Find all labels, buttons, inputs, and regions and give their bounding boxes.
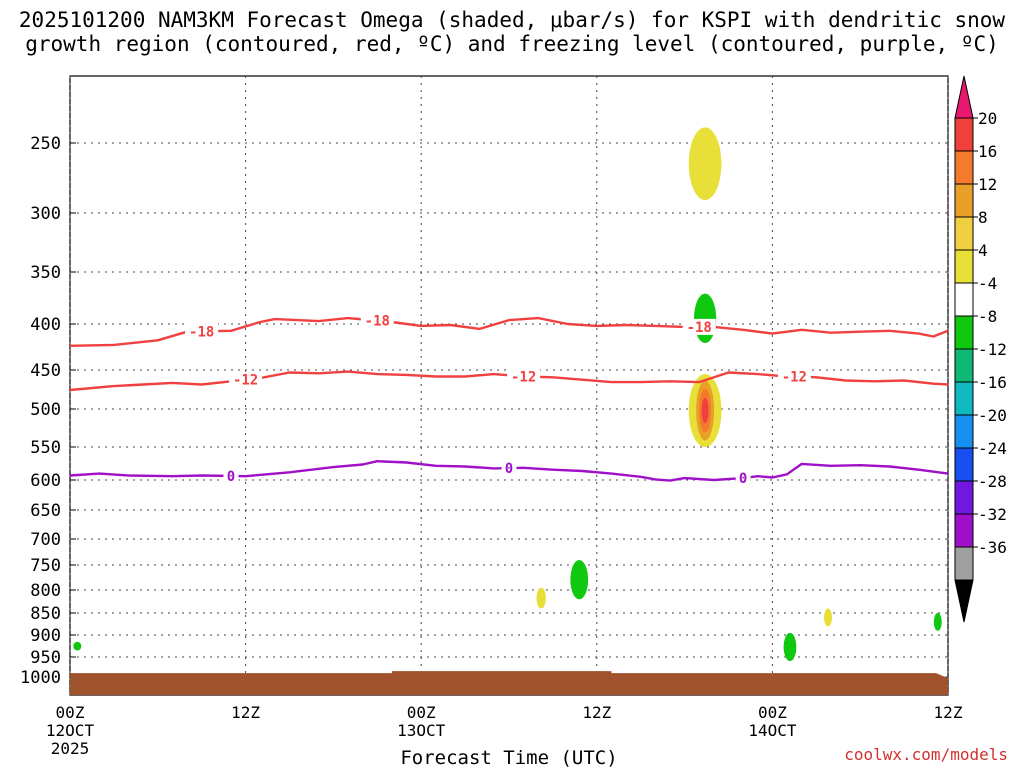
chart-title-line-2: growth region (contoured, red, ºC) and f… bbox=[25, 32, 999, 56]
x-tick-sublabel-2: 13OCT bbox=[397, 721, 446, 740]
contour-label-bg-0-1 bbox=[360, 312, 394, 329]
colorbar-label-13: -36 bbox=[978, 538, 1007, 557]
y-tick-label-700: 700 bbox=[30, 530, 61, 550]
x-tick-label-2: 00Z bbox=[407, 703, 436, 722]
contour-label-bg-1-2 bbox=[777, 368, 811, 385]
omega-region-8 bbox=[933, 613, 942, 631]
x-axis-label: Forecast Time (UTC) bbox=[400, 747, 617, 768]
colorbar-label-5: -4 bbox=[978, 274, 997, 293]
colorbar-label-7: -12 bbox=[978, 340, 1007, 359]
plot-frame bbox=[69, 75, 949, 696]
colorbar-segment-5 bbox=[954, 282, 974, 317]
omega-region-3 bbox=[570, 559, 589, 600]
colorbar-bottom-arrow bbox=[954, 579, 974, 623]
x-tick-label-3: 12Z bbox=[582, 703, 611, 722]
x-tick-label-1: 12Z bbox=[231, 703, 260, 722]
contour-label-2-0: 0 bbox=[227, 469, 235, 485]
colorbar-top-arrow bbox=[954, 75, 974, 119]
contour-label-1-0: -12 bbox=[233, 373, 258, 389]
contour-label-bg-1-1 bbox=[507, 368, 541, 385]
y-tick-label-600: 600 bbox=[30, 471, 61, 491]
colorbar-segment-13 bbox=[954, 546, 974, 581]
colorbar-segment-11 bbox=[954, 480, 974, 515]
y-tick-label-500: 500 bbox=[30, 400, 61, 420]
contour-label-bg-0-0 bbox=[185, 323, 219, 340]
omega-region-4 bbox=[536, 587, 546, 609]
contour-label-1-1: -12 bbox=[511, 370, 536, 386]
x-tick-sublabel-0: 12OCT bbox=[46, 721, 95, 740]
contour-label-0-2: -18 bbox=[687, 320, 712, 336]
colorbar-label-6: -8 bbox=[978, 307, 997, 326]
colorbar-label-1: 16 bbox=[978, 142, 997, 161]
colorbar-label-10: -24 bbox=[978, 439, 1007, 458]
contour-label-bg-2-0 bbox=[223, 467, 239, 484]
colorbar-segment-12 bbox=[954, 513, 974, 548]
y-tick-label-300: 300 bbox=[30, 204, 61, 224]
colorbar-label-3: 8 bbox=[978, 208, 988, 227]
omega-region-6 bbox=[783, 632, 797, 662]
contour-label-1-2: -12 bbox=[782, 370, 807, 386]
colorbar-segment-0 bbox=[954, 117, 974, 152]
y-tick-label-750: 750 bbox=[30, 556, 61, 576]
y-tick-label-900: 900 bbox=[30, 626, 61, 646]
omega-region-0 bbox=[688, 127, 722, 200]
colorbar-segment-6 bbox=[954, 315, 974, 350]
y-tick-label-800: 800 bbox=[30, 581, 61, 601]
y-tick-label-650: 650 bbox=[30, 501, 61, 521]
colorbar-segment-1 bbox=[954, 150, 974, 185]
contour-label-2-2: 0 bbox=[739, 471, 747, 487]
colorbar-segment-9 bbox=[954, 414, 974, 449]
x-tick-label-4: 00Z bbox=[758, 703, 787, 722]
omega-core-ring-16 bbox=[701, 397, 709, 424]
contour-label-bg-2-2 bbox=[735, 470, 751, 487]
y-tick-label-950: 950 bbox=[30, 648, 61, 668]
y-tick-label-450: 450 bbox=[30, 361, 61, 381]
y-tick-label-550: 550 bbox=[30, 438, 61, 458]
y-tick-label-250: 250 bbox=[30, 134, 61, 154]
y-tick-label-1000: 1000 bbox=[20, 668, 61, 688]
colorbar-label-9: -20 bbox=[978, 406, 1007, 425]
colorbar-segment-2 bbox=[954, 183, 974, 218]
contour-label-bg-0-2 bbox=[682, 318, 716, 335]
contour-label-2-1: 0 bbox=[505, 461, 513, 477]
x-tick-sublabel-4: 14OCT bbox=[748, 721, 797, 740]
colorbar-label-12: -32 bbox=[978, 505, 1007, 524]
colorbar-segment-7 bbox=[954, 348, 974, 383]
contour-label-bg-2-1 bbox=[501, 460, 517, 477]
colorbar-label-0: 20 bbox=[978, 109, 997, 128]
contour-label-0-1: -18 bbox=[365, 314, 390, 330]
contour-line-2 bbox=[69, 460, 949, 482]
omega-region-7 bbox=[823, 608, 833, 627]
chart-title-line-1: 2025101200 NAM3KM Forecast Omega (shaded… bbox=[18, 8, 1006, 32]
contour-label-bg-1-0 bbox=[229, 371, 263, 388]
y-tick-label-350: 350 bbox=[30, 263, 61, 283]
colorbar-segment-10 bbox=[954, 447, 974, 482]
below-ground-shading bbox=[70, 671, 948, 695]
x-tick-label-5: 12Z bbox=[934, 703, 963, 722]
colorbar-segment-3 bbox=[954, 216, 974, 251]
y-tick-label-400: 400 bbox=[30, 315, 61, 335]
colorbar-label-2: 12 bbox=[978, 175, 997, 194]
contour-line-0 bbox=[69, 316, 949, 347]
colorbar-segment-8 bbox=[954, 381, 974, 416]
x-tick-year-label-0: 2025 bbox=[51, 739, 90, 758]
colorbar-segment-4 bbox=[954, 249, 974, 284]
y-tick-label-850: 850 bbox=[30, 604, 61, 624]
colorbar-label-4: 4 bbox=[978, 241, 988, 260]
credit-text[interactable]: coolwx.com/models bbox=[844, 745, 1008, 764]
omega-region-5 bbox=[73, 641, 82, 651]
colorbar-label-8: -16 bbox=[978, 373, 1007, 392]
x-tick-label-0: 00Z bbox=[56, 703, 85, 722]
contour-label-0-0: -18 bbox=[189, 324, 214, 340]
colorbar-label-11: -28 bbox=[978, 472, 1007, 491]
